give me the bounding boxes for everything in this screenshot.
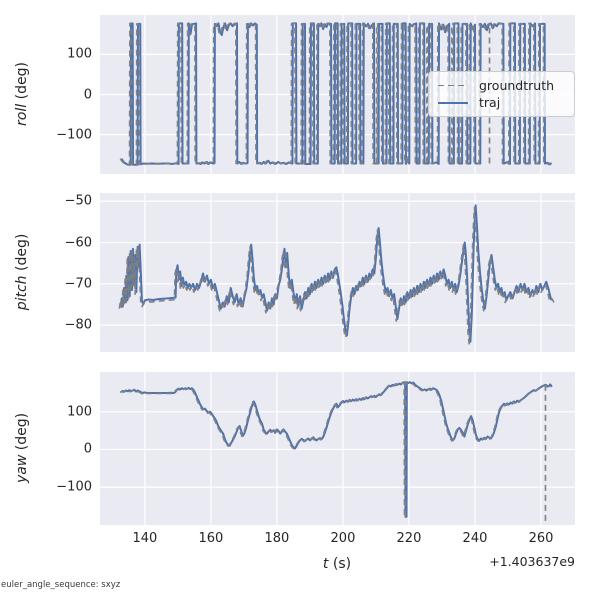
x-tick-label: 200 (330, 531, 356, 546)
y-tick-label: −100 (56, 127, 92, 143)
x-tick-label: 240 (462, 531, 488, 546)
legend-label-groundtruth: groundtruth (479, 78, 555, 93)
dashed-line-sample-icon (438, 84, 468, 87)
subplot-yaw (100, 372, 575, 525)
x-axis-label: t (s) (323, 556, 351, 572)
subplot-pitch (100, 193, 575, 352)
x-tick-label: 160 (198, 531, 224, 546)
y-tick-label: 0 (83, 87, 92, 102)
y-tick-label: −80 (64, 317, 92, 333)
x-tick-label: 220 (396, 531, 422, 546)
y-tick-label: −60 (64, 235, 92, 251)
x-axis-label-var: t (322, 556, 329, 572)
roll-axis-label-var: roll (14, 103, 30, 126)
yaw-plot-svg (100, 372, 575, 525)
x-tick-label: 180 (264, 531, 290, 546)
y-tick-label: 0 (83, 441, 92, 457)
y-tick-label: 100 (67, 404, 92, 420)
legend-item-groundtruth: groundtruth (438, 77, 565, 94)
x-tick-label: 140 (132, 531, 158, 546)
x-axis-label-unit: (s) (328, 556, 352, 572)
solid-line-sample-icon (438, 101, 468, 104)
y-tick-label: 100 (67, 46, 92, 62)
y-tick-label: −100 (56, 479, 92, 495)
pitch-plot-svg (100, 193, 575, 352)
legend-item-traj: traj (438, 94, 565, 111)
x-axis-offset-text: +1.403637e9 (489, 554, 575, 569)
y-tick-label: −70 (64, 276, 92, 292)
legend-label-traj: traj (479, 95, 501, 110)
y-tick-label: −50 (64, 193, 92, 209)
footer-note: euler_angle_sequence: sxyz (1, 580, 121, 590)
x-tick-label: 260 (528, 531, 554, 546)
roll-plot-svg (100, 15, 575, 174)
legend: groundtruth traj (428, 71, 575, 117)
